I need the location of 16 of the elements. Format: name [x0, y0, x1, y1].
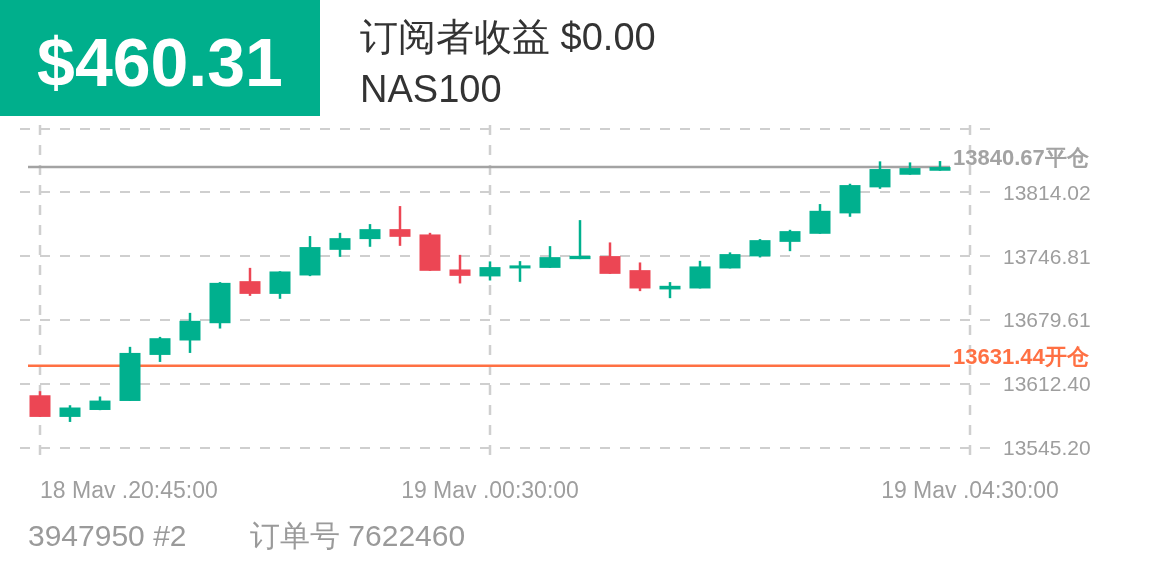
title-box: $460.31 — [0, 0, 320, 116]
ref-line-label: 13631.44开仓 — [953, 343, 1090, 369]
x-tick-label: 19 Mav .00:30:00 — [401, 477, 579, 503]
x-tick-label: 19 Mav .04:30:00 — [881, 477, 1059, 503]
y-tick-label: 13612.40 — [1003, 372, 1091, 396]
x-tick-label: 18 Mav .20:45:00 — [40, 477, 218, 503]
y-tick-label: 13679.61 — [1003, 308, 1091, 332]
chart-subtitle: 订阅者收益 $0.00 — [360, 16, 656, 58]
y-tick-label: 13545.20 — [1003, 436, 1091, 460]
y-tick-label: 13746.81 — [1003, 244, 1091, 268]
text: 3947950 #2 — [28, 519, 187, 552]
text: 订单号 7622460 — [250, 519, 466, 552]
text: NAS100 — [360, 68, 502, 110]
ref-line-label: 13840.67平仓 — [953, 145, 1090, 171]
chart-title: $460.31 — [37, 24, 283, 100]
y-tick-label: 13814.02 — [1003, 180, 1091, 204]
